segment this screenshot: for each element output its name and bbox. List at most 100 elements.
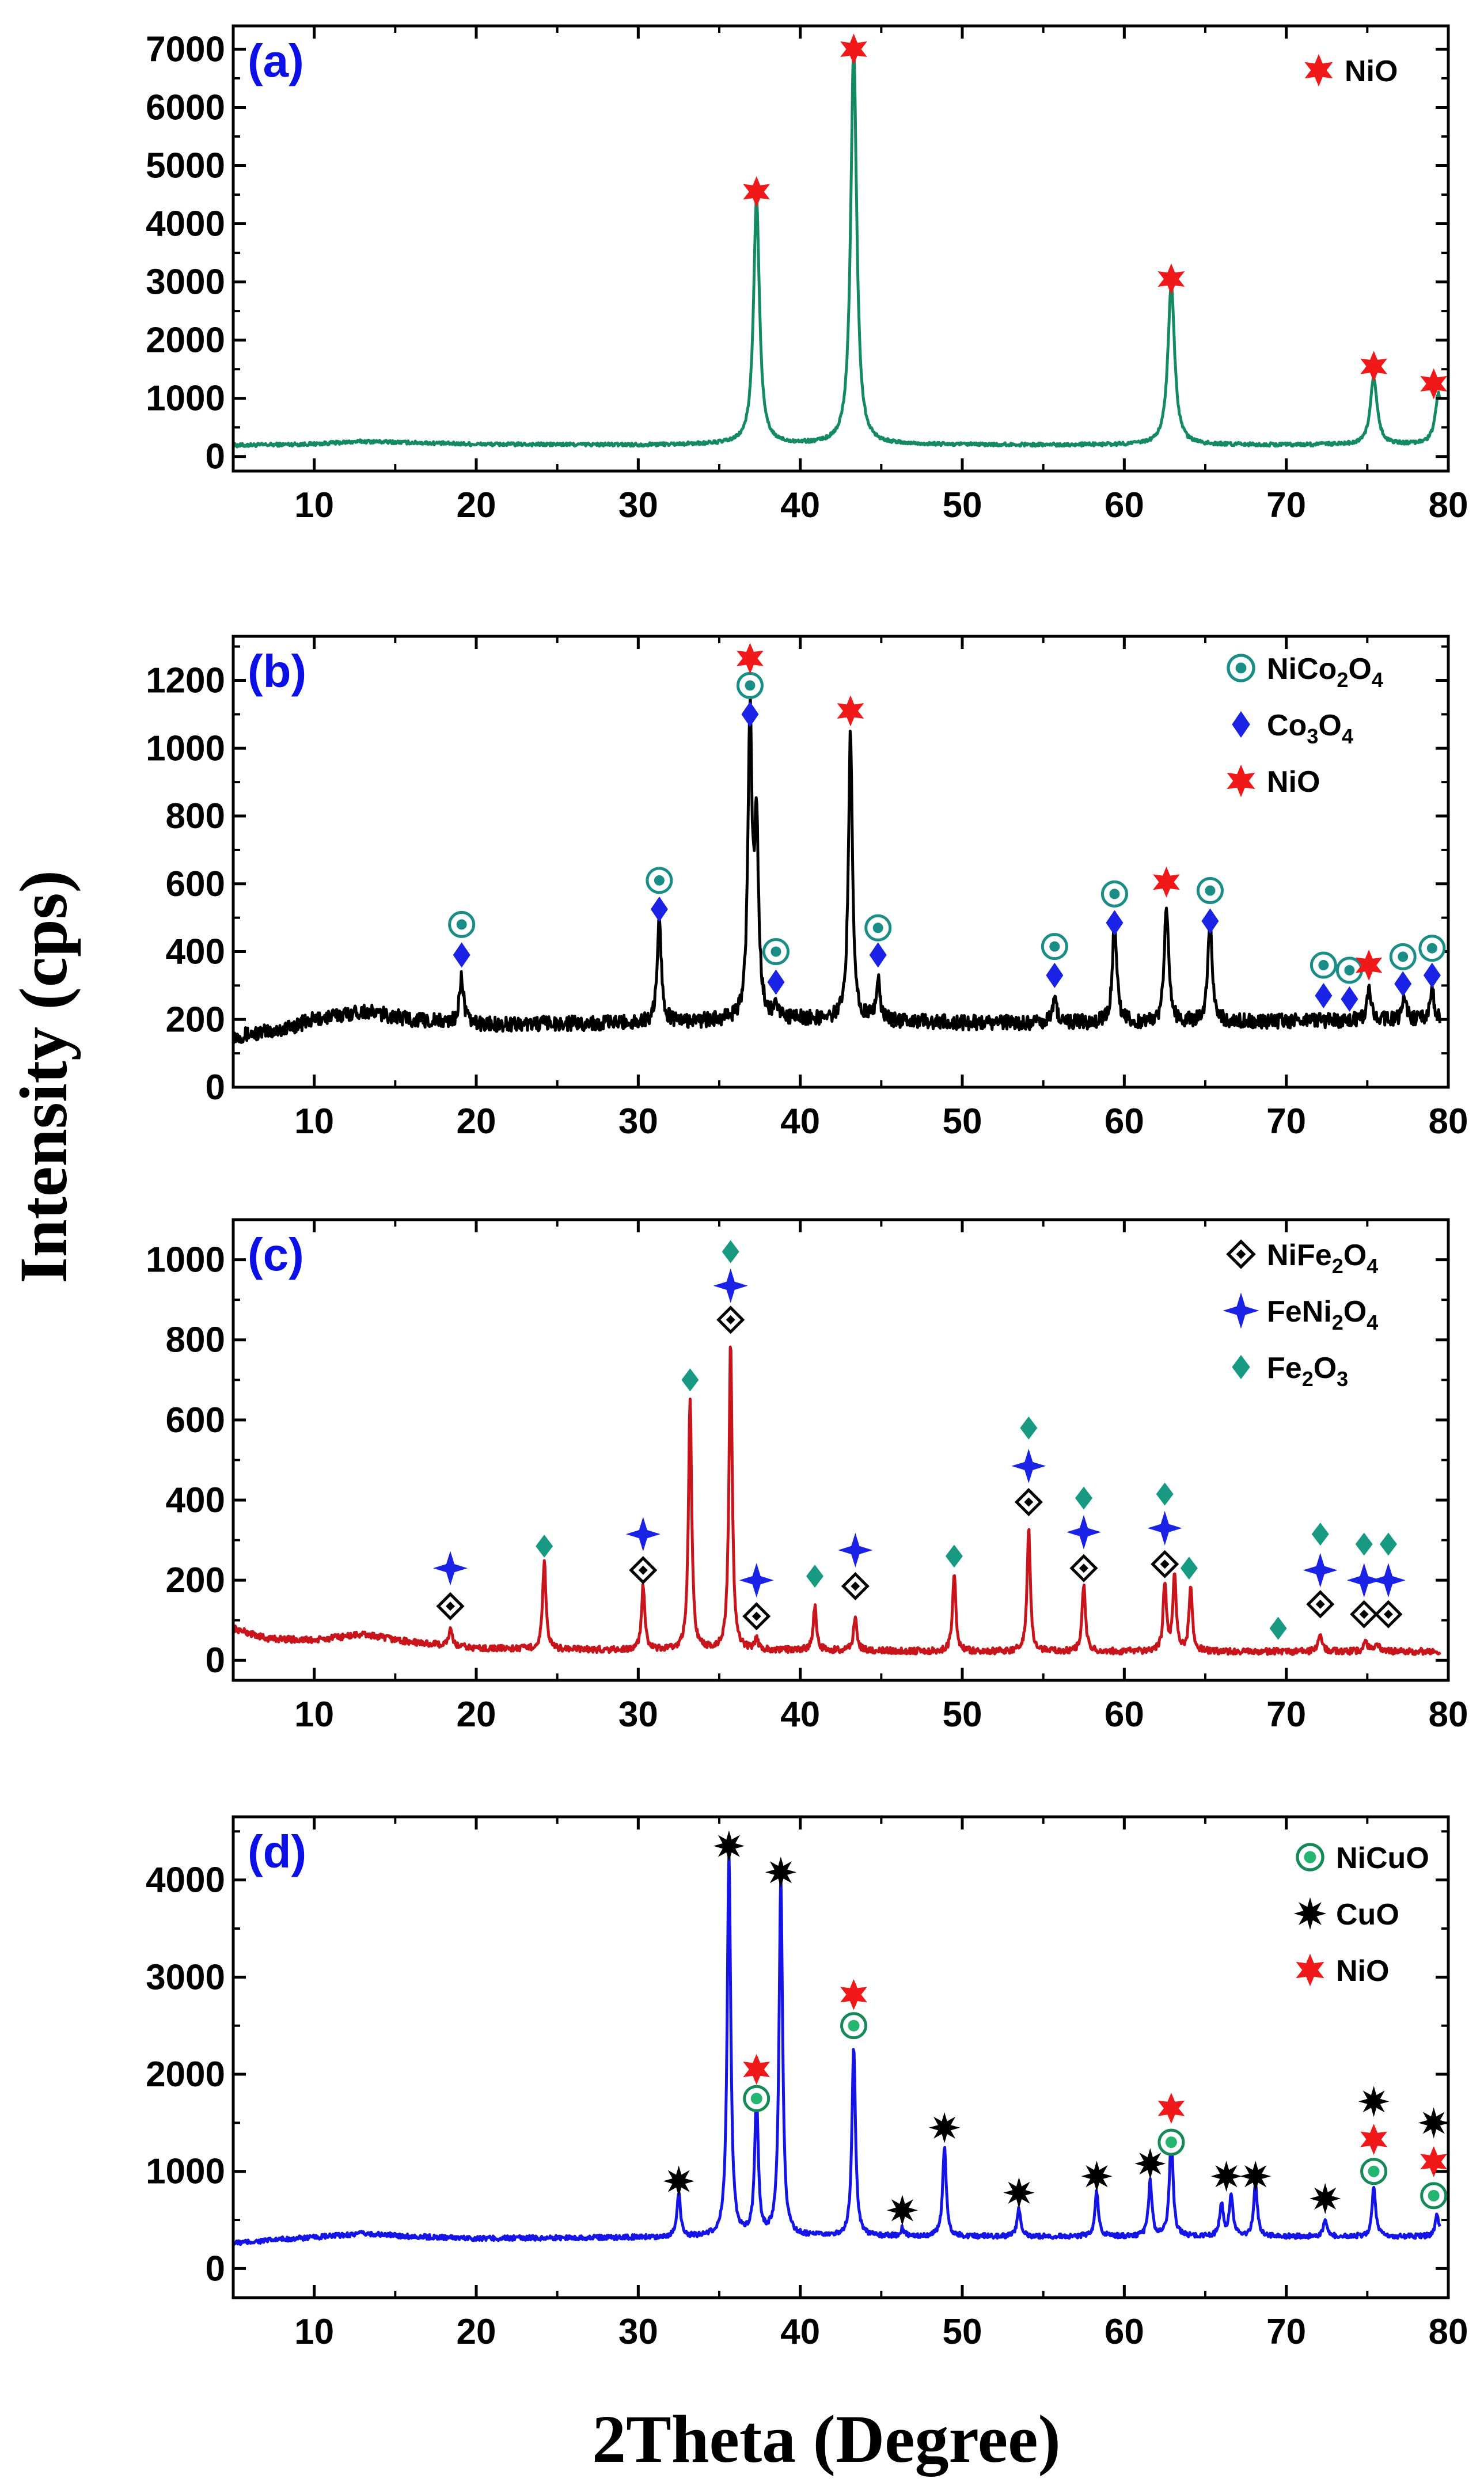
y-tick-label: 600	[166, 1400, 225, 1440]
panel-label: (d)	[248, 1826, 306, 1877]
x-tick-label: 20	[457, 485, 496, 525]
legend-name: NiO	[1336, 1954, 1389, 1988]
legend-item: NiO	[1227, 764, 1320, 799]
teal-circle-marker	[1041, 933, 1068, 961]
blue-star4-marker	[1223, 1292, 1259, 1329]
blue-star4-marker	[1371, 1563, 1406, 1598]
legend-item: Co3O4	[1232, 709, 1353, 748]
plot-frame	[231, 24, 1450, 473]
x-tick-label: 50	[943, 1695, 982, 1734]
y-tick-label: 4000	[146, 1861, 225, 1900]
x-tick-label: 40	[780, 1695, 820, 1734]
legend-name: FeNi	[1267, 1295, 1332, 1328]
teal-circle-marker	[1196, 877, 1224, 905]
y-tick-label: 1000	[146, 379, 225, 419]
y-axis-title: Intensity (cps)	[6, 870, 81, 1284]
y-tick-label: 800	[166, 1320, 225, 1360]
black-diamond-dot-marker	[716, 1305, 745, 1334]
y-tick-label: 0	[206, 1068, 225, 1107]
legend-name: NiCo	[1267, 652, 1337, 686]
y-tick-label: 0	[206, 437, 225, 477]
legend-element: O	[1343, 1295, 1367, 1328]
x-tick-label: 40	[780, 2312, 820, 2352]
legend-subscript: 3	[1307, 724, 1318, 748]
blue-diamond-marker	[767, 969, 785, 995]
black-star-marker	[886, 2195, 918, 2226]
legend-name: Fe	[1267, 1352, 1302, 1385]
teal-circle-marker	[762, 938, 790, 966]
legend-item: FeNi2O4	[1223, 1292, 1378, 1334]
teal-diamond-marker	[1355, 1532, 1373, 1556]
plot-frame	[231, 1815, 1450, 2299]
x-tick-label: 60	[1105, 485, 1144, 525]
plot-frame	[231, 1218, 1450, 1682]
teal-diamond-marker	[1156, 1482, 1174, 1506]
blue-star4-marker	[739, 1563, 774, 1598]
y-tick-label: 200	[166, 1000, 225, 1039]
legend-subscript: 4	[1367, 1254, 1378, 1278]
y-tick-label: 6000	[146, 88, 225, 127]
black-diamond-dot-marker	[1151, 1550, 1179, 1578]
x-tick-label: 80	[1429, 485, 1468, 525]
red-star-marker	[743, 2054, 771, 2085]
y-tick-label: 0	[206, 1641, 225, 1680]
legend-subscript: 4	[1372, 668, 1383, 692]
black-star-marker	[1293, 1897, 1327, 1930]
y-tick-label: 3000	[146, 1957, 225, 1997]
y-tick-label: 200	[166, 1561, 225, 1600]
x-tick-label: 50	[943, 2312, 982, 2352]
blue-star4-marker	[1147, 1510, 1182, 1546]
legend-element: O	[1318, 709, 1341, 742]
blue-diamond-marker	[1341, 986, 1358, 1012]
red-star-marker	[1360, 2124, 1387, 2155]
legend-subscript: 2	[1332, 1254, 1343, 1278]
red-star-marker	[1420, 368, 1448, 400]
black-star-marker	[1210, 2161, 1242, 2192]
blue-star4-marker	[1011, 1448, 1046, 1483]
x-tick-label: 20	[457, 1695, 496, 1734]
blue-star4-marker	[1303, 1553, 1338, 1588]
teal-diamond-marker	[945, 1544, 963, 1568]
legend-element: O	[1348, 652, 1371, 686]
y-tick-label: 3000	[146, 263, 225, 302]
teal-diamond-marker	[1311, 1523, 1329, 1546]
x-tick-label: 80	[1429, 1102, 1468, 1141]
blue-diamond-marker	[650, 896, 668, 922]
black-diamond-dot-marker	[1226, 1239, 1256, 1269]
y-tick-label: 7000	[146, 29, 225, 69]
green-circle-marker	[840, 2012, 868, 2040]
blue-star4-marker	[1066, 1515, 1101, 1550]
blue-star4-marker	[713, 1268, 748, 1303]
x-tick-label: 60	[1105, 1695, 1144, 1734]
red-star-marker	[1157, 2093, 1185, 2124]
black-star-marker	[1081, 2161, 1113, 2192]
x-tick-label: 70	[1266, 1102, 1306, 1141]
series-line	[231, 1850, 1441, 2246]
teal-circle-marker	[448, 910, 476, 938]
teal-diamond-marker	[806, 1565, 823, 1588]
panels: 10 20 30 40 50 60 70 80010002000300040005000600…	[146, 24, 1468, 2352]
blue-diamond-marker	[1423, 962, 1441, 988]
blue-diamond-marker	[1394, 971, 1412, 997]
black-star-marker	[1310, 2182, 1341, 2214]
blue-diamond-marker	[453, 942, 470, 968]
blue-star4-marker	[433, 1551, 468, 1586]
x-tick-label: 80	[1429, 2312, 1468, 2352]
y-tick-label: 600	[166, 864, 225, 904]
teal-diamond-marker	[1180, 1557, 1198, 1580]
blue-diamond-marker	[1315, 983, 1333, 1009]
teal-circle-marker	[1389, 943, 1417, 970]
legend-item: NiCo2O4	[1227, 652, 1383, 692]
x-tick-label: 10	[294, 1102, 334, 1141]
red-star-marker	[1420, 2146, 1448, 2177]
green-circle-marker	[1420, 2182, 1448, 2210]
y-tick-label: 1200	[146, 661, 225, 701]
y-tick-label: 1000	[146, 2152, 225, 2192]
legend-name: NiFe	[1267, 1239, 1332, 1272]
black-diamond-dot-marker	[1014, 1487, 1043, 1516]
x-tick-label: 80	[1429, 1695, 1468, 1734]
legend-item: Fe2O3	[1232, 1352, 1348, 1391]
x-tick-label: 60	[1105, 1102, 1144, 1141]
y-tick-label: 4000	[146, 204, 225, 244]
